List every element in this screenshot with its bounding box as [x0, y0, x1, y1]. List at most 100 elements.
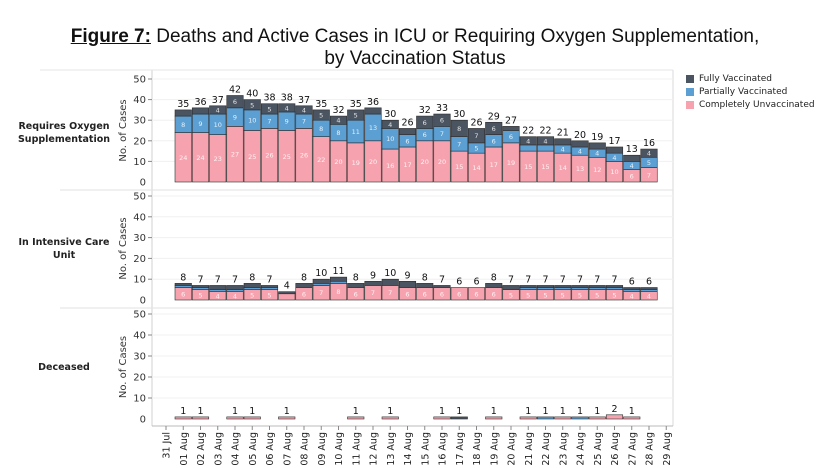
- bar-segment-partial: [312, 283, 330, 286]
- bar-segment-fully: [519, 136, 537, 146]
- segment-value-label: 6: [474, 290, 478, 298]
- bar-total-label: 29: [488, 111, 500, 122]
- bar-segment-fully: [312, 278, 330, 284]
- bar-segment-fully: [640, 148, 658, 158]
- x-tick-label: 10 Aug: [334, 432, 345, 466]
- bar-total-label: 1: [594, 406, 600, 417]
- segment-value-label: 19: [352, 159, 360, 167]
- bar-total-label: 1: [284, 406, 290, 417]
- legend-item-unvax[interactable]: Completely Unvaccinated: [686, 98, 815, 111]
- bar-segment-unvax: [278, 293, 296, 301]
- bar-segment-unvax: [519, 416, 537, 420]
- segment-value-label: 15: [541, 163, 549, 171]
- segment-value-label: 5: [250, 291, 254, 299]
- bar-total-label: 1: [232, 406, 238, 417]
- bar-total-label: 1: [456, 406, 462, 417]
- bar-total-label: 42: [229, 84, 241, 95]
- bar-segment-fully: [364, 107, 382, 115]
- y-tick-label: 50: [133, 75, 146, 86]
- bar-segment-fully: [416, 283, 434, 288]
- x-tick-label: 25 Aug: [593, 432, 604, 466]
- x-tick-label: 29 Aug: [662, 432, 673, 466]
- segment-value-label: 25: [283, 153, 291, 161]
- title-line2: by Vaccination Status: [324, 48, 506, 69]
- segment-value-label: 20: [334, 158, 342, 166]
- bar-total-label: 40: [246, 89, 258, 100]
- bar-total-label: 38: [281, 93, 293, 104]
- bar-total-label: 2: [611, 404, 617, 415]
- bar-total-label: 1: [629, 406, 635, 417]
- segment-value-label: 5: [267, 291, 271, 299]
- bar-segment-fully: [623, 287, 641, 290]
- segment-value-label: 12: [593, 166, 601, 174]
- x-tick-label: 14 Aug: [403, 432, 414, 466]
- bar-total-label: 1: [353, 406, 359, 417]
- segment-value-label: 4: [388, 121, 392, 129]
- bar-segment-fully: [226, 285, 244, 290]
- segment-value-label: 5: [612, 291, 616, 299]
- legend-item-fully[interactable]: Fully Vaccinated: [686, 72, 815, 85]
- x-tick-label: 16 Aug: [438, 432, 449, 466]
- x-tick-label: 04 Aug: [231, 432, 242, 466]
- x-tick-label: 28 Aug: [645, 432, 656, 466]
- bar-segment-fully: [502, 126, 520, 131]
- bar-segment-fully: [226, 95, 244, 109]
- bar-total-label: 7: [542, 274, 548, 285]
- row-label-line: Deceased: [38, 362, 90, 373]
- y-tick-label: 20: [133, 136, 146, 147]
- x-tick-label: 01 Aug: [179, 432, 190, 466]
- bar-total-label: 7: [266, 274, 272, 285]
- segment-value-label: 4: [647, 292, 651, 300]
- bar-total-label: 9: [404, 270, 410, 281]
- segment-value-label: 5: [354, 112, 358, 120]
- segment-value-label: 4: [336, 117, 340, 125]
- bar-segment-unvax: [174, 416, 192, 420]
- legend-swatch-unvax: [686, 100, 694, 109]
- y-tick-label: 10: [133, 394, 146, 405]
- y-tick-label: 20: [133, 254, 146, 265]
- y-tick-label: 0: [140, 296, 146, 307]
- bar-segment-unvax: [347, 416, 365, 420]
- bar-total-label: 6: [646, 277, 652, 288]
- bar-segment-partial: [554, 287, 572, 290]
- segment-value-label: 6: [423, 119, 427, 127]
- bar-segment-fully: [605, 285, 624, 288]
- y-axis-title: No. of Cases: [118, 336, 129, 398]
- bar-total-label: 1: [491, 406, 497, 417]
- bar-total-label: 7: [197, 274, 203, 285]
- bar-total-label: 36: [194, 97, 206, 108]
- bar-segment-fully: [467, 128, 486, 144]
- bar-segment-fully: [278, 103, 296, 113]
- bar-total-label: 1: [387, 406, 393, 417]
- segment-value-label: 5: [250, 101, 254, 109]
- x-tick-label: 02 Aug: [196, 432, 207, 466]
- bar-total-label: 35: [177, 99, 189, 110]
- bar-total-label: 10: [384, 268, 396, 279]
- segment-value-label: 14: [472, 164, 480, 172]
- x-tick-label: 06 Aug: [265, 432, 276, 466]
- bar-segment-fully: [278, 291, 296, 295]
- y-tick-label: 30: [133, 352, 146, 363]
- bar-total-label: 7: [215, 274, 221, 285]
- bar-segment-fully: [623, 154, 641, 162]
- segment-value-label: 8: [457, 125, 461, 133]
- segment-value-label: 6: [630, 172, 634, 180]
- segment-value-label: 14: [559, 164, 567, 172]
- bar-total-label: 27: [505, 115, 517, 126]
- bar-segment-unvax: [485, 416, 503, 420]
- bar-total-label: 22: [539, 126, 551, 137]
- figure-label: Figure 7:: [70, 26, 151, 47]
- segment-value-label: 5: [267, 105, 271, 113]
- title-line1: Deaths and Active Cases in ICU or Requir…: [150, 26, 760, 47]
- y-tick-label: 40: [133, 212, 146, 223]
- x-tick-label: 15 Aug: [420, 432, 431, 466]
- legend-item-partial[interactable]: Partially Vaccinated: [686, 85, 815, 98]
- segment-value-label: 4: [543, 137, 547, 145]
- x-tick-label: 24 Aug: [576, 432, 587, 466]
- segment-value-label: 26: [300, 152, 308, 160]
- figure-title: Figure 7: Deaths and Active Cases in ICU…: [0, 26, 830, 70]
- bar-segment-fully: [416, 115, 434, 129]
- bar-segment-unvax: [191, 416, 210, 420]
- bar-segment-partial: [260, 287, 279, 290]
